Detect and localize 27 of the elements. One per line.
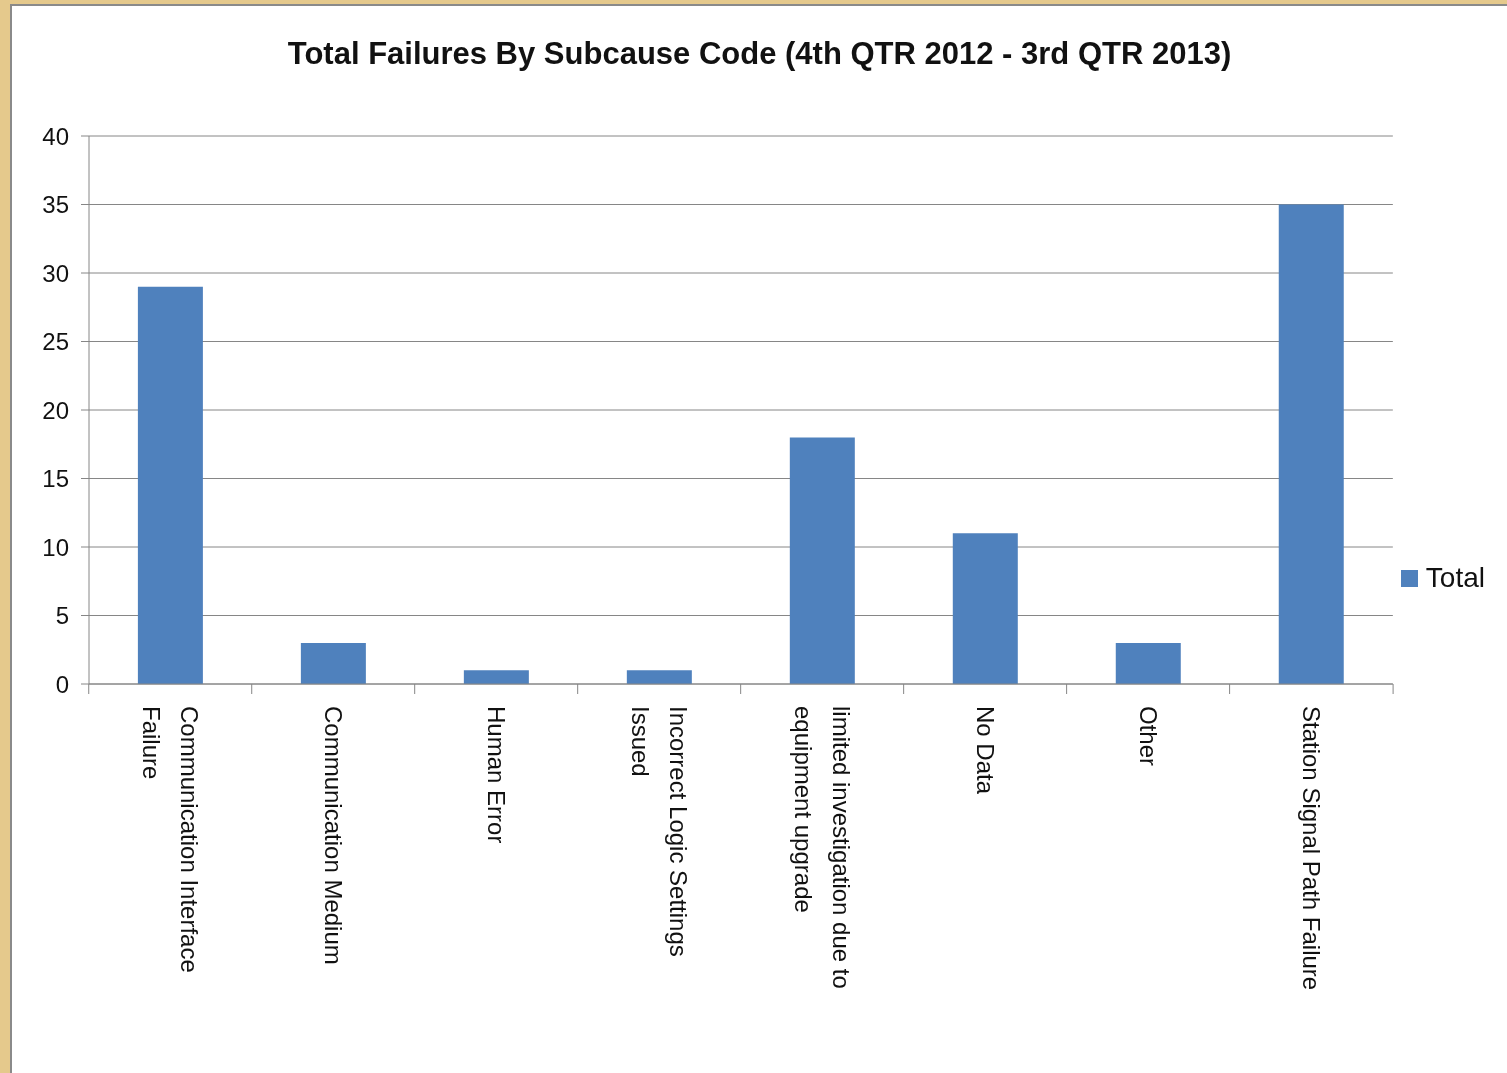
y-tick-label: 40 bbox=[42, 122, 69, 150]
bar bbox=[626, 670, 692, 684]
bar bbox=[137, 286, 203, 684]
chart-title: Total Failures By Subcause Code (4th QTR 2012 - 3rd QTR 2013) bbox=[286, 36, 1233, 72]
bar bbox=[300, 642, 366, 684]
x-tick-label: Communication Interface Failure bbox=[137, 706, 203, 973]
y-tick-label: 15 bbox=[42, 465, 69, 493]
y-tick-label: 30 bbox=[42, 259, 69, 287]
y-tick-label: 25 bbox=[42, 328, 69, 356]
bar bbox=[1115, 642, 1181, 684]
bar bbox=[952, 533, 1018, 684]
y-tick-label: 10 bbox=[42, 533, 69, 561]
x-tick-label: No Data bbox=[971, 706, 999, 795]
y-tick-label: 20 bbox=[42, 396, 69, 424]
bar bbox=[789, 437, 855, 684]
x-tick-label: Human Error bbox=[482, 706, 510, 844]
x-tick-label: Other bbox=[1134, 706, 1162, 767]
y-tick-label: 0 bbox=[55, 670, 69, 698]
x-tick-label: Incorrect Logic Settings Issued bbox=[626, 706, 692, 957]
x-tick-label: Communication Medium bbox=[319, 706, 347, 965]
y-tick-label: 35 bbox=[42, 191, 69, 219]
bar bbox=[463, 670, 529, 684]
bar bbox=[1278, 204, 1344, 684]
y-tick-label: 5 bbox=[55, 602, 69, 630]
legend-label: Total bbox=[1425, 562, 1485, 594]
x-tick-label: limited investigation due to equipment upgrade bbox=[789, 706, 855, 989]
x-tick-label: Station Signal Path Failure bbox=[1297, 706, 1325, 991]
